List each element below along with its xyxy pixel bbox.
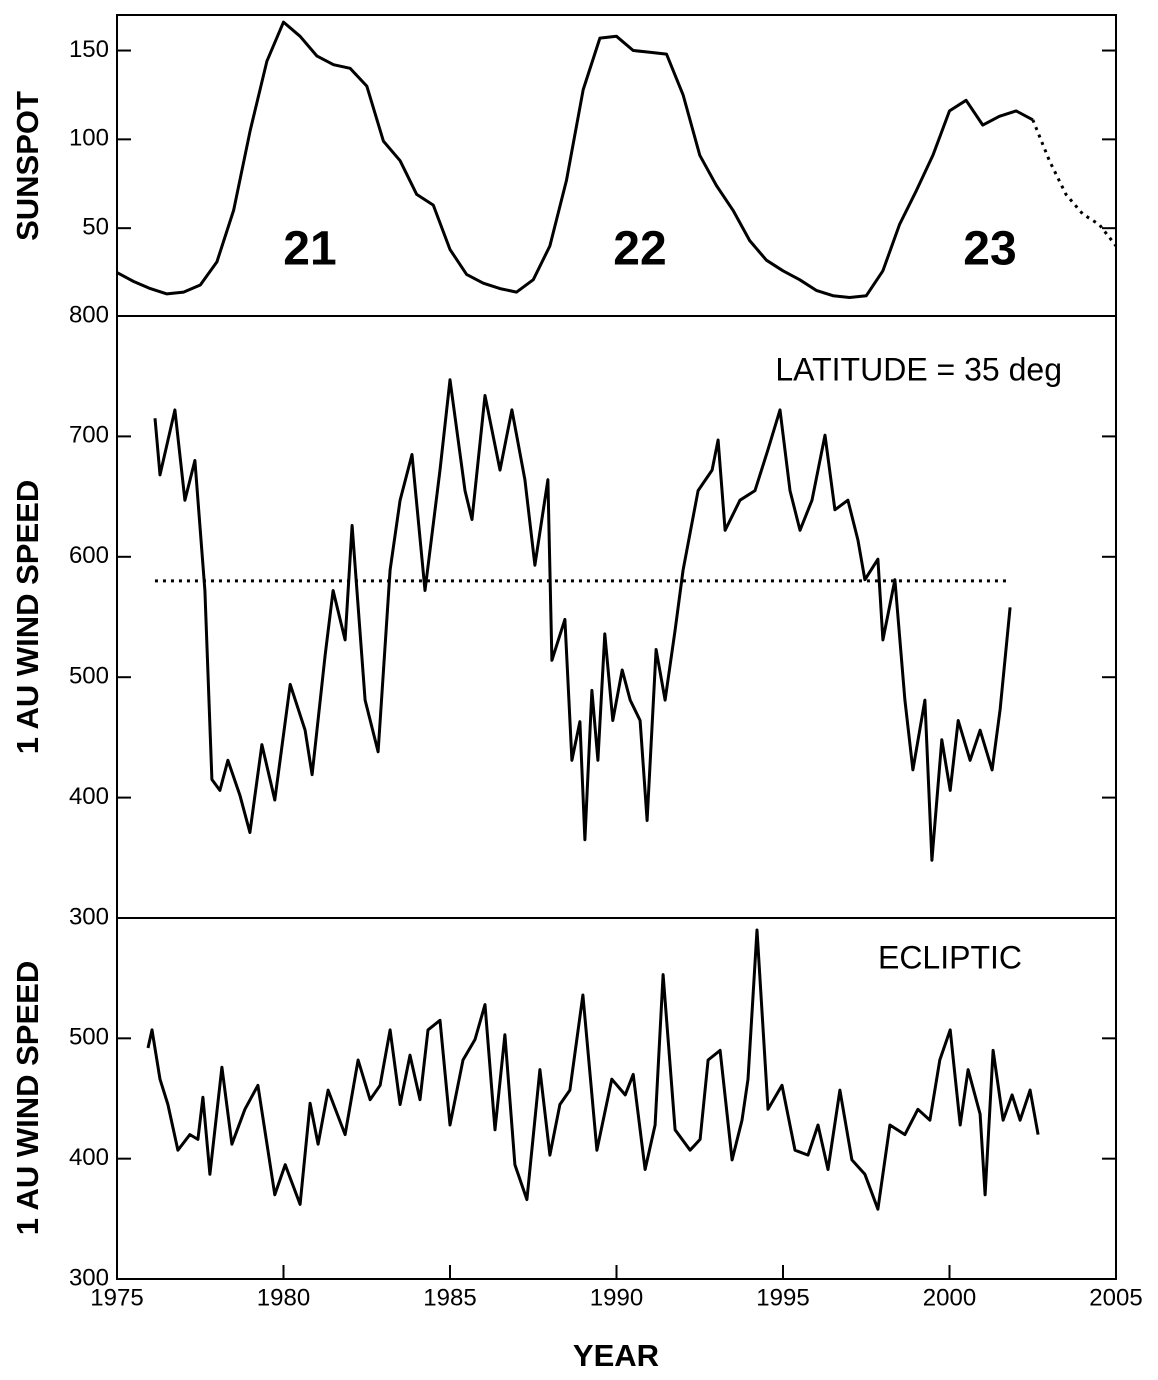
y-tick-label: 300 xyxy=(69,1264,109,1291)
cycle-label: 23 xyxy=(963,223,1016,276)
y-tick-label: 400 xyxy=(69,1144,109,1171)
x-tick-label: 1975 xyxy=(90,1284,143,1311)
x-tick-label: 2005 xyxy=(1089,1284,1142,1311)
y-tick-label: 400 xyxy=(69,783,109,810)
y-tick-label: 500 xyxy=(69,1024,109,1051)
y-tick-label: 600 xyxy=(69,542,109,569)
y-tick-label: 150 xyxy=(69,36,109,63)
x-tick-label: 1995 xyxy=(756,1284,809,1311)
x-tick-label: 1985 xyxy=(423,1284,476,1311)
y-tick-label: 500 xyxy=(69,663,109,690)
x-tick-label: 1990 xyxy=(590,1284,643,1311)
cycle-label: 21 xyxy=(283,223,336,276)
y-tick-label: 300 xyxy=(69,903,109,930)
data-line xyxy=(153,378,1012,862)
y-axis-label: 1 AU WIND SPEED xyxy=(10,961,45,1235)
y-axis-label: 1 AU WIND SPEED xyxy=(10,480,45,754)
data-line xyxy=(146,928,1040,1211)
x-tick-label: 1980 xyxy=(257,1284,310,1311)
y-axis-label: SUNSPOT xyxy=(10,91,45,241)
x-axis-label: YEAR xyxy=(573,1338,659,1373)
cycle-label: 22 xyxy=(613,223,666,276)
y-tick-label: 100 xyxy=(69,125,109,152)
y-tick-label: 50 xyxy=(82,214,109,241)
y-tick-label: 800 xyxy=(69,301,109,328)
panel-annotation: LATITUDE = 35 deg xyxy=(775,351,1062,387)
panel-annotation: ECLIPTIC xyxy=(878,939,1022,975)
data-line xyxy=(116,20,1034,299)
y-tick-label: 700 xyxy=(69,422,109,449)
x-tick-label: 2000 xyxy=(923,1284,976,1311)
